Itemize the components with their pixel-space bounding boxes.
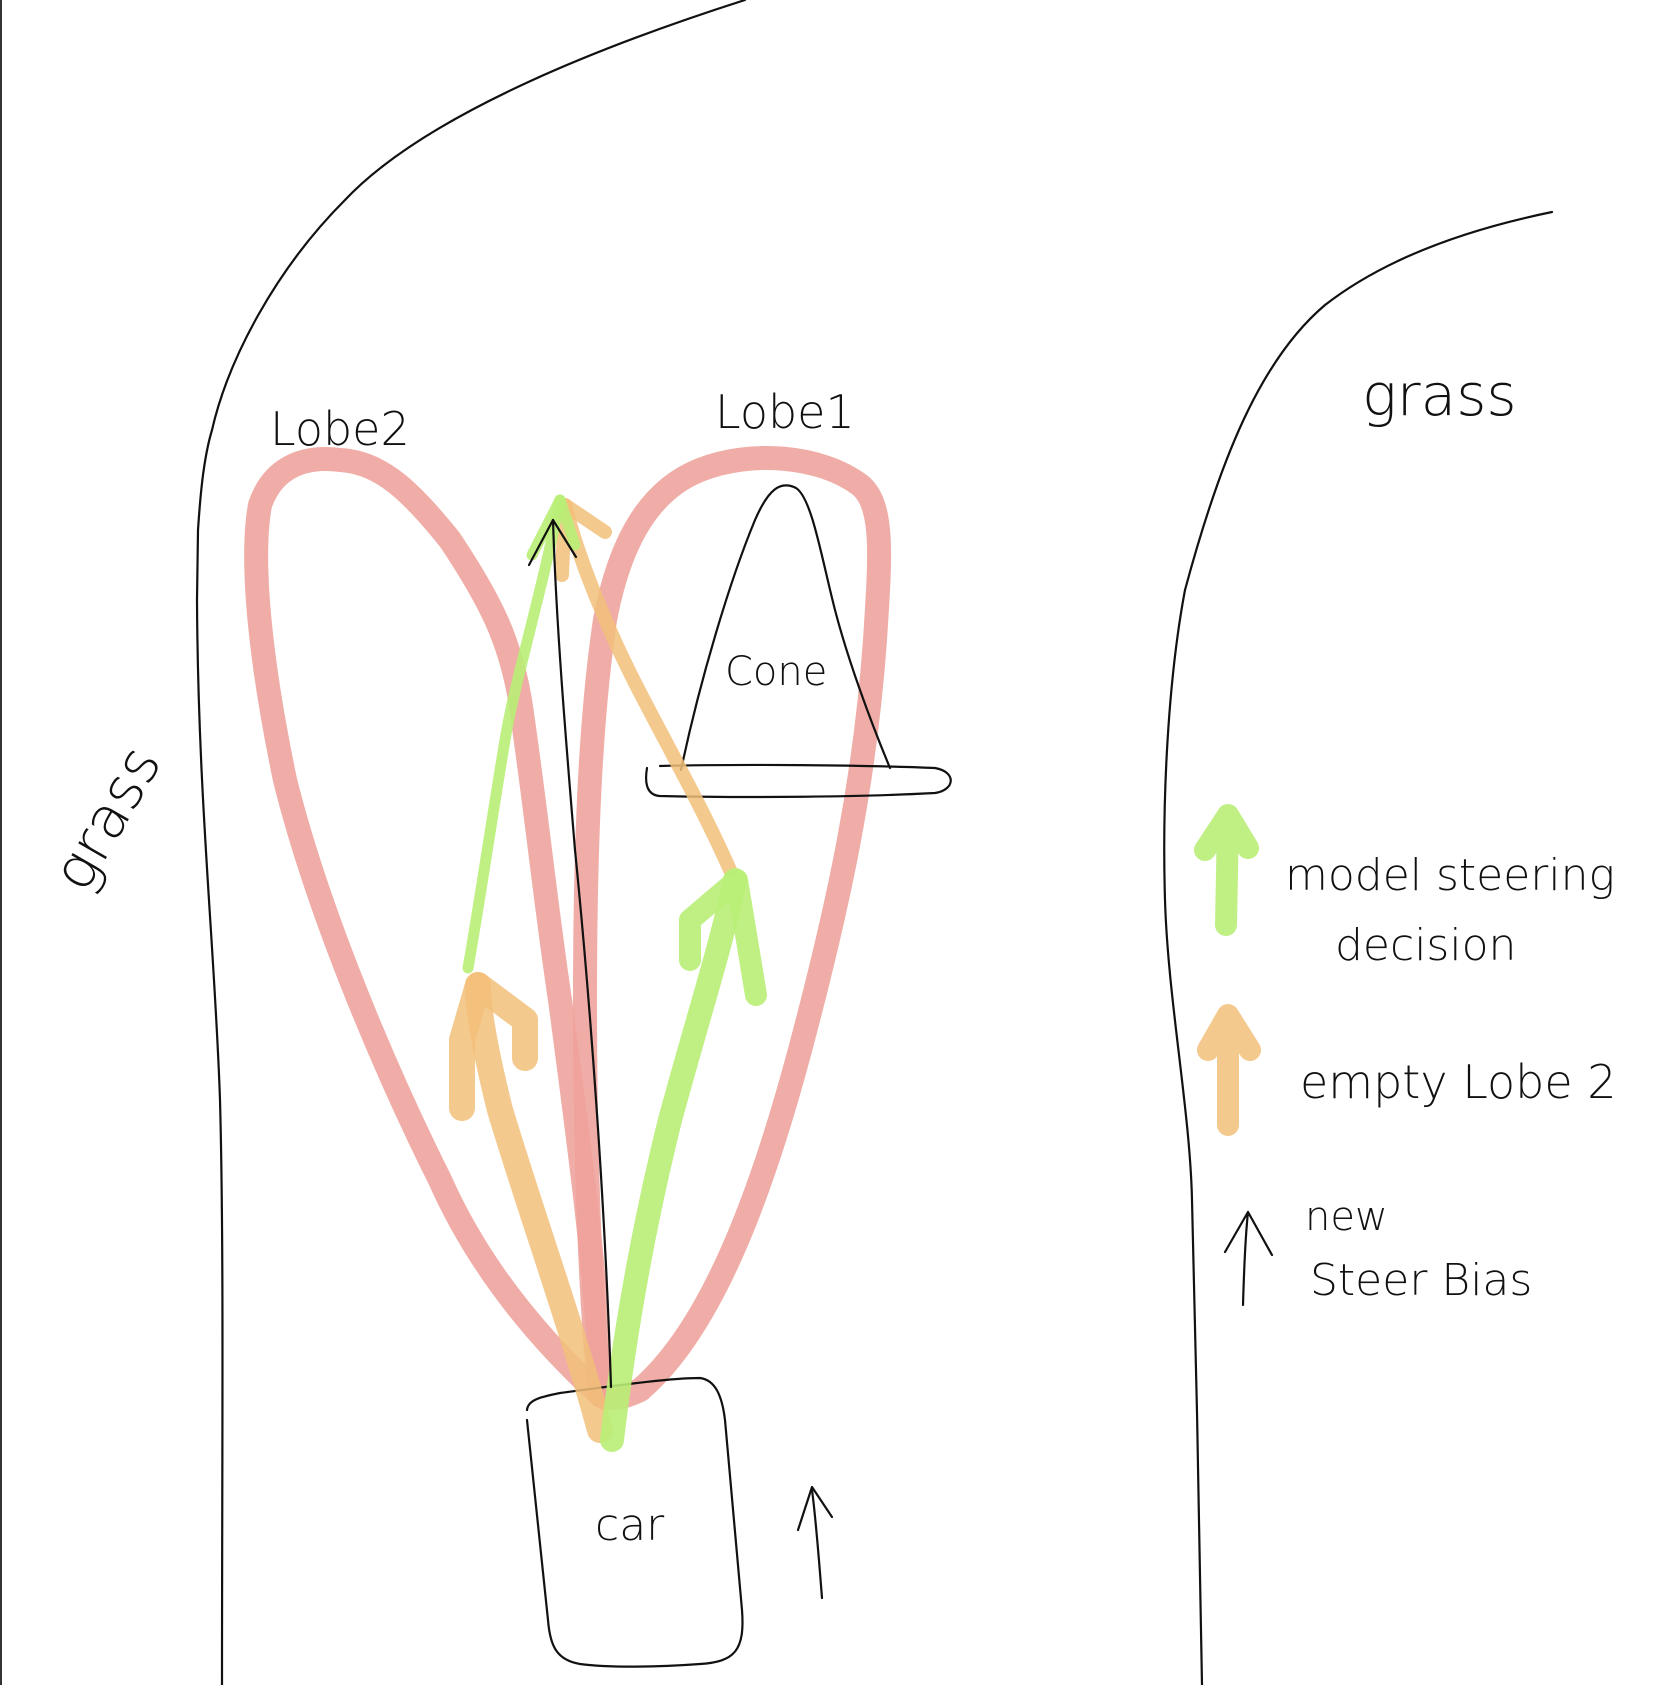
car-direction-arrow	[810, 1488, 824, 1600]
orange-arrow-head	[449, 972, 538, 1121]
legend-model-steering-line2: decision	[1335, 920, 1516, 971]
green-arrow-shaft	[600, 868, 747, 1452]
green-thin-arrow-head	[526, 494, 581, 561]
legend-model-steering-line1: model steering	[1285, 850, 1615, 901]
lobe2-shape	[244, 447, 612, 1407]
grass-left-label: grass	[38, 734, 174, 902]
car-body	[525, 1376, 744, 1668]
steer-bias-arrow-head	[527, 518, 578, 567]
legend-empty-lobe2: empty Lobe 2	[1300, 1055, 1617, 1109]
cone-base	[644, 763, 952, 799]
orange-arrow-shaft	[465, 972, 613, 1443]
track-left-boundary	[195, 0, 747, 1685]
legend-new-steer-bias-line1: new	[1305, 1194, 1388, 1240]
car-label: car	[595, 1500, 665, 1551]
lobe1-shape	[573, 446, 892, 1411]
steer-bias-arrow	[551, 518, 613, 1389]
legend-black-arrow	[1223, 1210, 1274, 1307]
legend-orange-arrow	[1197, 1004, 1261, 1136]
grass-right-label: grass	[1362, 361, 1517, 429]
legend: model steering decision empty Lobe 2 new…	[1194, 804, 1617, 1307]
cone-label: Cone	[725, 649, 827, 695]
legend-new-steer-bias-line2: Steer Bias	[1310, 1255, 1532, 1306]
green-arrow-head	[679, 869, 767, 1006]
cone-shape	[679, 484, 892, 772]
car-direction-arrow-head	[796, 1485, 834, 1532]
lobe1-label: Lobe1	[715, 385, 855, 439]
track-right-boundary	[1163, 210, 1554, 1685]
lobe2-label: Lobe2	[270, 402, 410, 456]
orange-thin-arrow	[558, 498, 737, 877]
legend-green-arrow	[1194, 804, 1259, 936]
green-thin-arrow	[462, 494, 566, 974]
